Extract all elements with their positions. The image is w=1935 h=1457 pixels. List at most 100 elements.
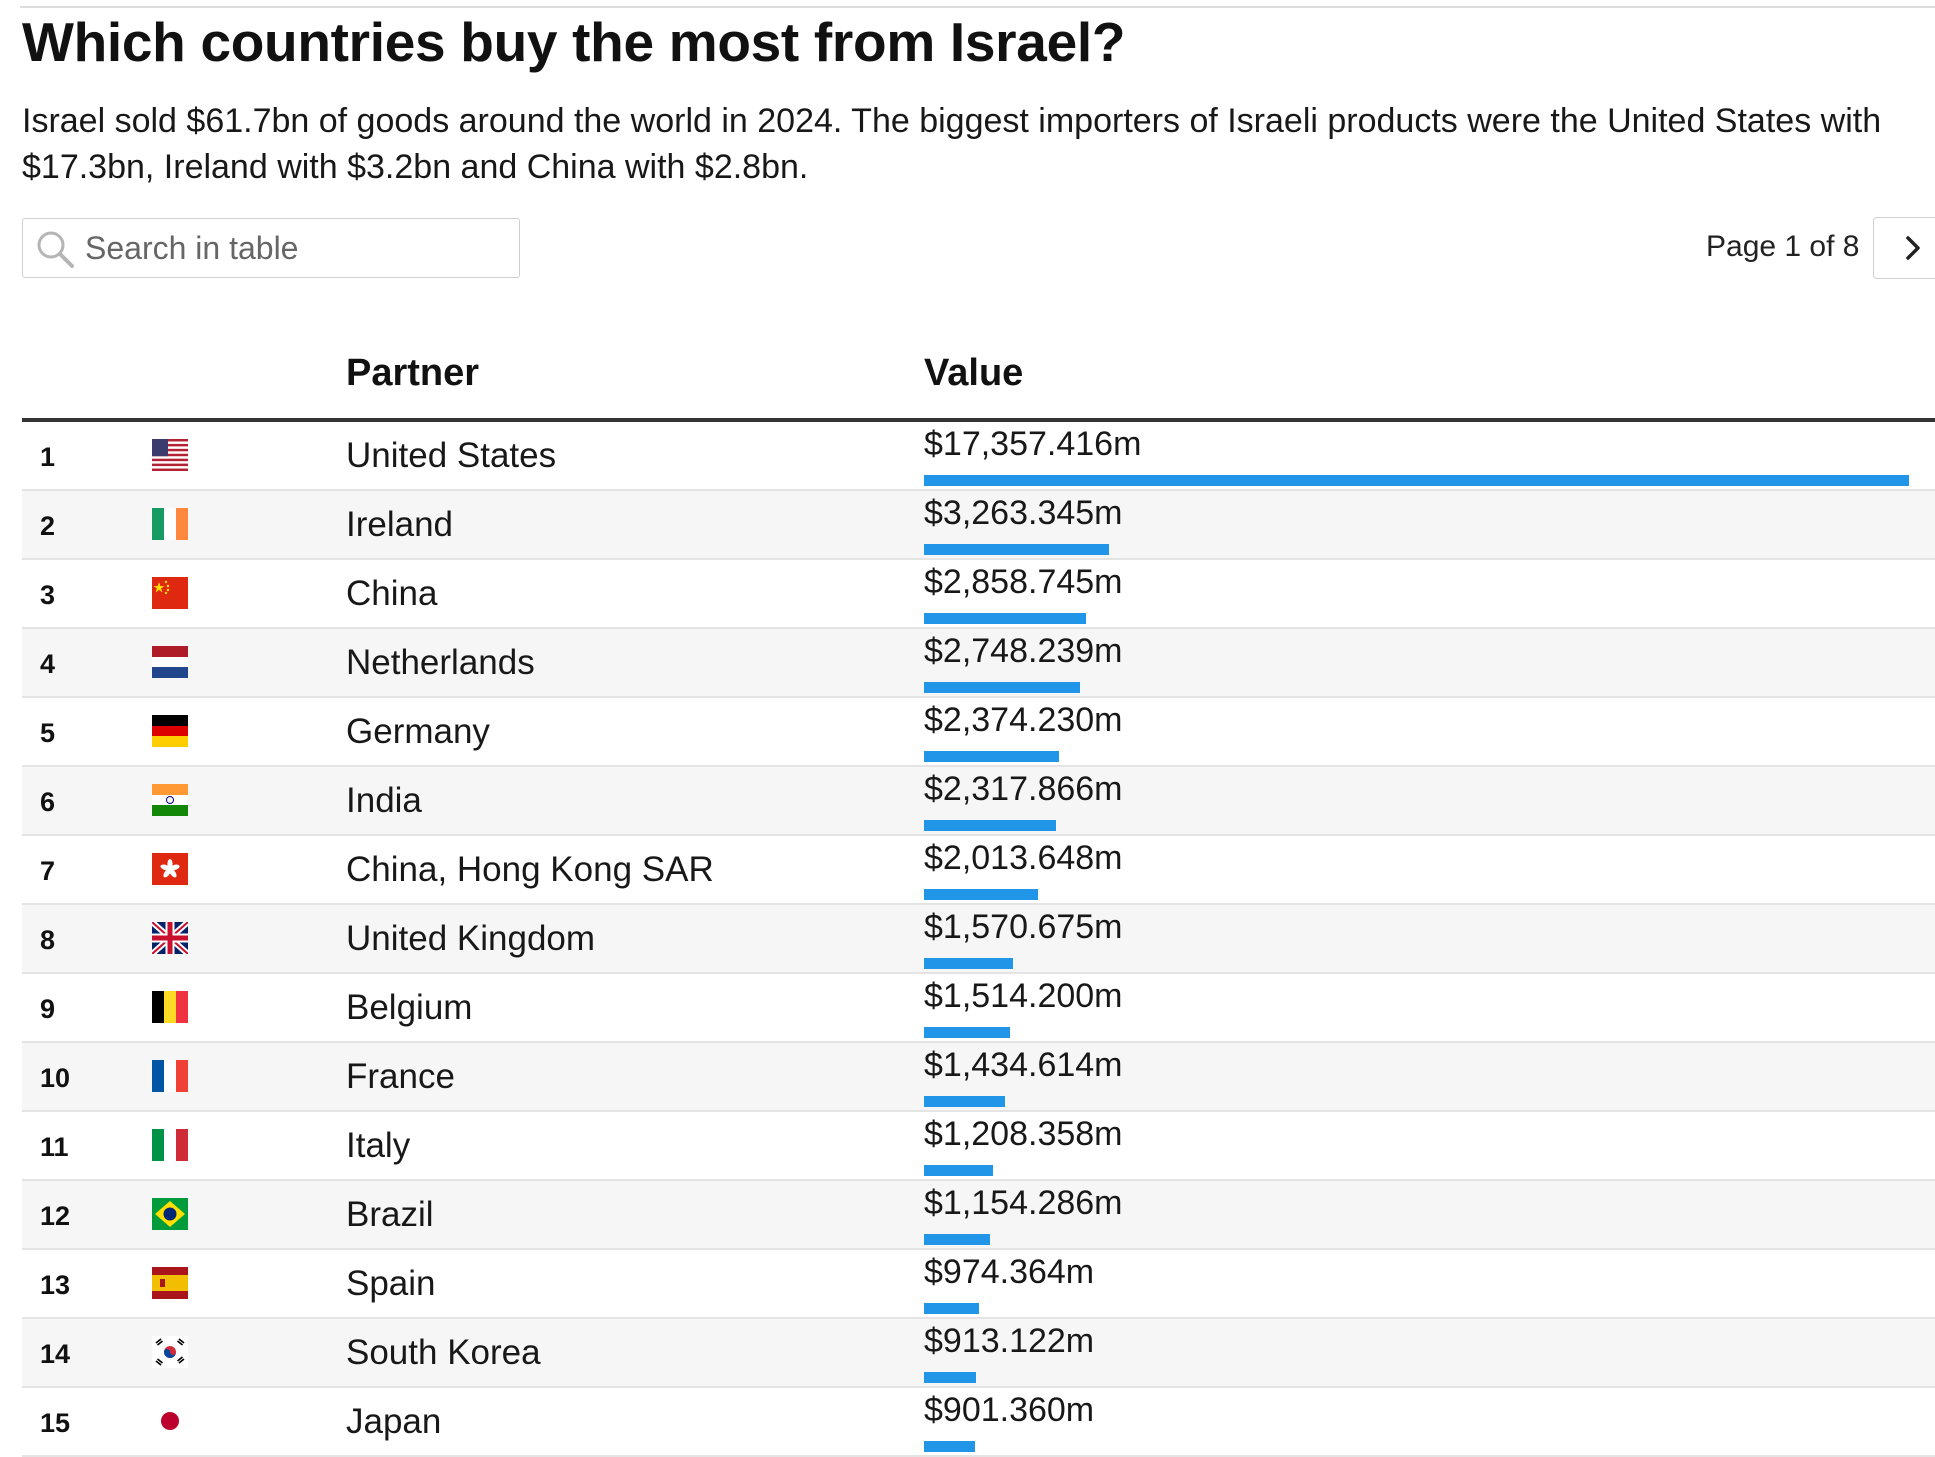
rank-label: 6	[40, 787, 56, 817]
value-label: $1,570.675m	[924, 908, 1123, 946]
table-row: 9 Belgium $1,514.200m	[22, 974, 1935, 1043]
pagination-label: Page 1 of 8	[1706, 230, 1860, 263]
es-flag-icon	[152, 1267, 188, 1299]
partner-name: United States	[346, 436, 557, 475]
table-row: 2 Ireland $3,263.345m	[22, 491, 1935, 560]
value-bar	[924, 613, 1087, 624]
value-label: $974.364m	[924, 1253, 1095, 1291]
rank-label: 14	[40, 1339, 71, 1369]
value-bar	[924, 820, 1056, 831]
top-divider	[20, 6, 1935, 8]
table-row: 3 China $2,858.745m	[22, 560, 1935, 629]
chevron-right-icon	[1906, 236, 1920, 260]
search-icon	[37, 231, 74, 268]
search-box[interactable]	[22, 218, 520, 278]
rank-label: 15	[40, 1408, 71, 1438]
it-flag-icon	[152, 1129, 188, 1161]
value-label: $2,013.648m	[924, 839, 1123, 877]
partner-name: Italy	[346, 1126, 411, 1165]
rank-label: 13	[40, 1270, 71, 1300]
partner-name: United Kingdom	[346, 919, 596, 958]
rank-label: 7	[40, 856, 56, 886]
rank-label: 12	[40, 1201, 71, 1231]
value-label: $2,748.239m	[924, 632, 1123, 670]
table-row: 13 Spain $974.364m	[22, 1250, 1935, 1319]
rank-label: 9	[40, 994, 56, 1024]
value-bar	[924, 889, 1039, 900]
rank-label: 11	[40, 1132, 69, 1162]
value-label: $1,208.358m	[924, 1115, 1123, 1153]
table-row: 1 United States $17,357.416m	[22, 422, 1935, 491]
value-label: $2,317.866m	[924, 770, 1123, 808]
table-row: 5 Germany $2,374.230m	[22, 698, 1935, 767]
value-bar	[924, 1027, 1010, 1038]
table-row: 12 Brazil $1,154.286m	[22, 1181, 1935, 1250]
table-row: 4 Netherlands $2,748.239m	[22, 629, 1935, 698]
in-flag-icon	[152, 784, 188, 816]
page-subtitle: Israel sold $61.7bn of goods around the …	[22, 102, 1882, 186]
value-label: $2,374.230m	[924, 701, 1123, 739]
nl-flag-icon	[152, 646, 188, 678]
partner-name: India	[346, 781, 422, 820]
partner-name: China, Hong Kong SAR	[346, 850, 714, 889]
value-bar	[924, 544, 1110, 555]
value-label: $1,434.614m	[924, 1046, 1123, 1084]
table-row: 8 United Kingdom $1,570.675m	[22, 905, 1935, 974]
value-bar	[924, 682, 1080, 693]
table-row: 14 South Korea $913.122m	[22, 1319, 1935, 1388]
value-bar	[924, 1372, 976, 1383]
table-row: 7 China, Hong Kong SAR $2,013.648m	[22, 836, 1935, 905]
value-bar	[924, 751, 1059, 762]
us-flag-icon	[152, 439, 188, 471]
jp-flag-icon	[152, 1405, 188, 1437]
partner-name: Spain	[346, 1264, 436, 1303]
hk-flag-icon	[152, 853, 188, 885]
value-bar	[924, 958, 1014, 969]
br-flag-icon	[152, 1198, 188, 1230]
rank-label: 4	[40, 649, 56, 679]
be-flag-icon	[152, 991, 188, 1023]
value-label: $1,514.200m	[924, 977, 1123, 1015]
partner-name: Netherlands	[346, 643, 535, 682]
partner-name: Germany	[346, 712, 490, 751]
page-title: Which countries buy the most from Israel…	[22, 11, 1126, 73]
rank-label: 8	[40, 925, 56, 955]
value-bar	[924, 1303, 980, 1314]
partner-name: France	[346, 1057, 455, 1096]
table-row: 6 India $2,317.866m	[22, 767, 1935, 836]
value-label: $3,263.345m	[924, 494, 1123, 532]
partner-name: Brazil	[346, 1195, 434, 1234]
value-label: $1,154.286m	[924, 1184, 1123, 1222]
partner-name: Belgium	[346, 988, 473, 1027]
value-bar	[924, 475, 1909, 486]
value-label: $17,357.416m	[924, 425, 1142, 463]
partner-name: China	[346, 574, 438, 613]
table-row: 11 Italy $1,208.358m	[22, 1112, 1935, 1181]
ie-flag-icon	[152, 508, 188, 540]
rank-label: 5	[40, 718, 56, 748]
value-label: $913.122m	[924, 1322, 1095, 1360]
value-label: $2,858.745m	[924, 563, 1123, 601]
value-bar	[924, 1441, 976, 1452]
partner-name: Ireland	[346, 505, 454, 544]
fr-flag-icon	[152, 1060, 188, 1092]
cn-flag-icon	[152, 577, 188, 609]
de-flag-icon	[152, 715, 188, 747]
partner-name: South Korea	[346, 1333, 541, 1372]
value-bar	[924, 1096, 1006, 1107]
rank-label: 2	[40, 511, 56, 541]
kr-flag-icon	[152, 1336, 188, 1368]
next-page-button[interactable]	[1873, 217, 1935, 279]
table-row: 15 Japan $901.360m	[22, 1388, 1935, 1457]
value-bar	[924, 1165, 993, 1176]
partner-name: Japan	[346, 1402, 442, 1441]
rank-label: 10	[40, 1063, 71, 1093]
table-row: 10 France $1,434.614m	[22, 1043, 1935, 1112]
header-divider	[22, 418, 1935, 422]
rank-label: 1	[40, 442, 56, 472]
gb-flag-icon	[152, 922, 188, 954]
search-input[interactable]	[85, 227, 505, 269]
column-header-value[interactable]: Value	[924, 352, 1024, 394]
column-header-partner[interactable]: Partner	[346, 352, 480, 394]
rank-label: 3	[40, 580, 56, 610]
